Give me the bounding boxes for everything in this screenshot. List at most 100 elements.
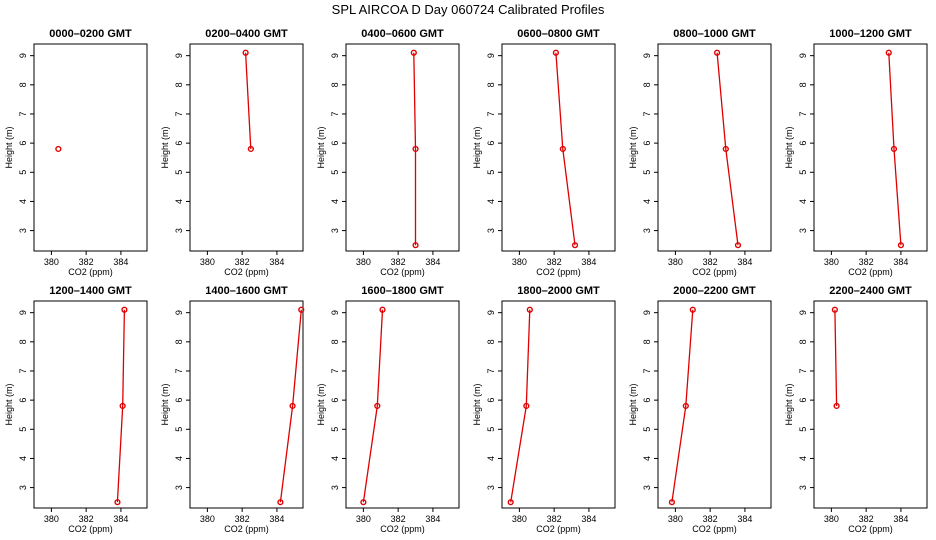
- data-point: [526, 306, 533, 313]
- profile-line: [888, 52, 902, 246]
- data-point: [410, 49, 417, 56]
- y-axis-label: Height (m): [4, 383, 14, 425]
- y-tick-label: 9: [642, 310, 652, 315]
- y-axis-label: Height (m): [160, 383, 170, 425]
- profile-line: [116, 309, 126, 503]
- profile-line: [362, 309, 384, 503]
- y-tick-label: 5: [642, 427, 652, 432]
- x-tick-label: 382: [391, 257, 406, 267]
- y-tick-label: 9: [642, 53, 652, 58]
- y-tick-label: 7: [486, 368, 496, 373]
- y-tick-label: 8: [18, 339, 28, 344]
- y-tick-label: 7: [642, 111, 652, 116]
- plot-frame: [189, 43, 304, 252]
- x-tick-label: 380: [824, 514, 839, 524]
- y-tick-label: 3: [486, 228, 496, 233]
- figure-title: SPL AIRCOA D Day 060724 Calibrated Profi…: [332, 2, 605, 17]
- y-tick-label: 5: [174, 170, 184, 175]
- y-tick-label: 9: [486, 310, 496, 315]
- x-axis-label: CO2 (ppm): [68, 267, 113, 277]
- x-axis-label: CO2 (ppm): [224, 524, 269, 534]
- plot-frame: [657, 300, 772, 509]
- x-tick-label: 384: [425, 514, 440, 524]
- y-tick-label: 3: [486, 485, 496, 490]
- y-tick-label: 6: [486, 398, 496, 403]
- y-tick-label: 9: [174, 310, 184, 315]
- x-tick-label: 380: [44, 514, 59, 524]
- data-point: [119, 402, 126, 410]
- x-tick-label: 380: [668, 257, 683, 267]
- data-point: [360, 499, 367, 506]
- x-tick-label: 380: [356, 514, 371, 524]
- x-tick-label: 384: [269, 257, 284, 267]
- y-tick-label: 5: [18, 427, 28, 432]
- y-tick-label: 7: [174, 111, 184, 116]
- y-tick-label: 5: [642, 170, 652, 175]
- x-tick-label: 384: [737, 257, 752, 267]
- data-point: [689, 306, 696, 313]
- x-tick-label: 382: [547, 514, 562, 524]
- y-tick-label: 4: [330, 199, 340, 204]
- x-tick-label: 384: [269, 514, 284, 524]
- y-tick-label: 3: [798, 485, 808, 490]
- y-tick-label: 5: [798, 170, 808, 175]
- x-tick-label: 382: [703, 257, 718, 267]
- y-tick-label: 9: [486, 53, 496, 58]
- y-tick-label: 5: [486, 170, 496, 175]
- y-tick-label: 8: [330, 339, 340, 344]
- x-tick-label: 380: [512, 257, 527, 267]
- x-tick-label: 384: [113, 514, 128, 524]
- y-tick-label: 4: [18, 199, 28, 204]
- data-point: [897, 242, 905, 249]
- y-tick-label: 6: [486, 141, 496, 146]
- x-axis-label: CO2 (ppm): [380, 267, 425, 277]
- plot-frame: [813, 43, 928, 252]
- panel-title: 0200–0400 GMT: [205, 28, 288, 40]
- x-tick-label: 384: [893, 257, 908, 267]
- x-tick-label: 380: [200, 257, 215, 267]
- data-point: [552, 49, 559, 56]
- y-axis-label: Height (m): [4, 126, 14, 168]
- data-point: [682, 402, 689, 410]
- y-tick-label: 4: [174, 199, 184, 204]
- y-tick-label: 5: [798, 427, 808, 432]
- panel-title: 2200–2400 GMT: [829, 285, 912, 297]
- y-tick-label: 4: [642, 199, 652, 204]
- y-tick-label: 8: [174, 339, 184, 344]
- x-tick-label: 384: [581, 514, 596, 524]
- x-tick-label: 384: [581, 257, 596, 267]
- y-tick-label: 4: [798, 199, 808, 204]
- y-tick-label: 8: [798, 82, 808, 87]
- data-point: [247, 145, 254, 153]
- x-tick-label: 384: [893, 514, 908, 524]
- data-point: [714, 49, 721, 56]
- x-tick-label: 380: [512, 514, 527, 524]
- x-axis-label: CO2 (ppm): [848, 524, 893, 534]
- panel-title: 1800–2000 GMT: [517, 285, 600, 297]
- y-tick-label: 6: [642, 398, 652, 403]
- y-tick-label: 7: [330, 368, 340, 373]
- x-tick-label: 380: [668, 514, 683, 524]
- y-tick-label: 4: [18, 456, 28, 461]
- y-tick-label: 9: [18, 53, 28, 58]
- x-tick-label: 384: [425, 257, 440, 267]
- y-tick-label: 3: [174, 485, 184, 490]
- profile-line: [834, 309, 838, 407]
- plot-frame: [657, 43, 772, 252]
- data-point: [379, 306, 386, 313]
- data-point: [523, 402, 530, 410]
- plot-frame: [345, 300, 460, 509]
- data-point: [885, 49, 892, 56]
- x-axis-label: CO2 (ppm): [536, 524, 581, 534]
- y-tick-label: 6: [174, 398, 184, 403]
- y-tick-label: 7: [642, 368, 652, 373]
- y-tick-label: 9: [798, 310, 808, 315]
- panel-title: 2000–2200 GMT: [673, 285, 756, 297]
- data-point: [277, 499, 284, 506]
- y-axis-label: Height (m): [472, 383, 482, 425]
